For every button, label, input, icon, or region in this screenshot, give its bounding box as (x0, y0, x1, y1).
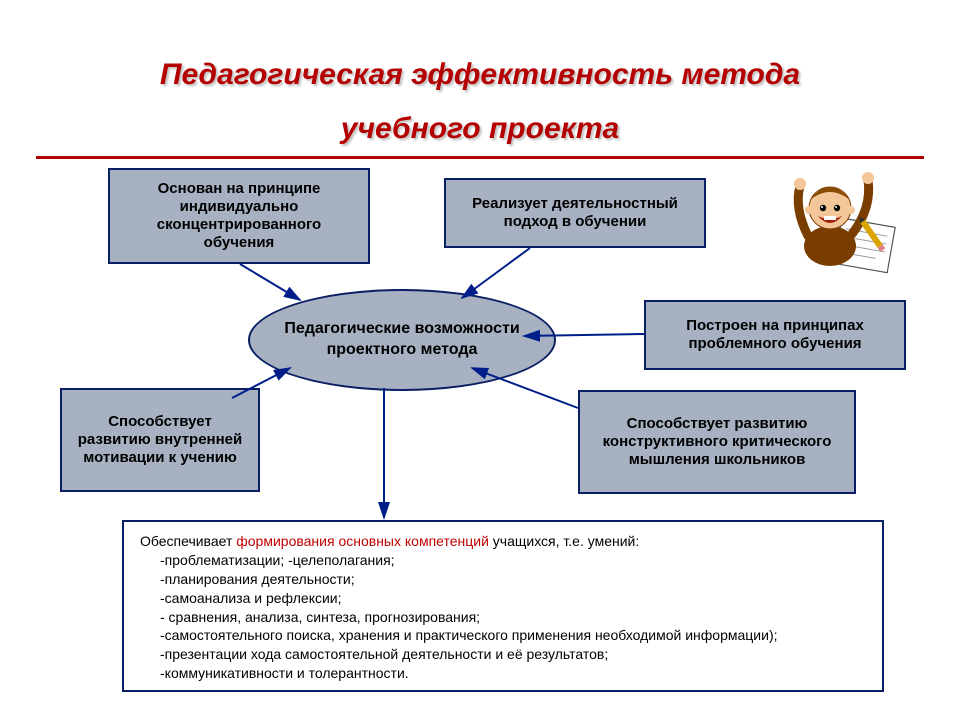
competency-item: -презентации хода самостоятельной деятел… (140, 645, 866, 664)
competencies-box: Обеспечивает формирования основных компе… (122, 520, 884, 692)
box-motivation: Способствует развитию внутренней мотивац… (60, 388, 260, 492)
slide-root: { "title": { "line1": "Педагогическая эф… (0, 0, 960, 720)
title-line-1: Педагогическая эффективность метода (0, 58, 960, 92)
competencies-list: -проблематизации; -целеполагания;-планир… (140, 551, 866, 683)
competency-item: -самостоятельного поиска, хранения и пра… (140, 626, 866, 645)
clipart-student-icon (780, 168, 910, 278)
competency-item: - сравнения, анализа, синтеза, прогнозир… (140, 608, 866, 627)
competency-item: -самоанализа и рефлексии; (140, 589, 866, 608)
competency-item: -коммуникативности и толерантности. (140, 664, 866, 683)
competency-item: -проблематизации; -целеполагания; (140, 551, 866, 570)
box-problem-learning: Построен на принципах проблемного обучен… (644, 300, 906, 370)
box-principle-individual: Основан на принципе индивидуально сконце… (108, 168, 370, 264)
competency-item: -планирования деятельности; (140, 570, 866, 589)
center-ellipse: Педагогические возможности проектного ме… (248, 289, 556, 391)
title-line-2: учебного проекта (0, 112, 960, 146)
divider (36, 156, 924, 159)
competencies-lead: Обеспечивает формирования основных компе… (140, 532, 866, 551)
box-activity-approach: Реализует деятельностный подход в обучен… (444, 178, 706, 248)
box-critical-thinking: Способствует развитию конструктивного кр… (578, 390, 856, 494)
